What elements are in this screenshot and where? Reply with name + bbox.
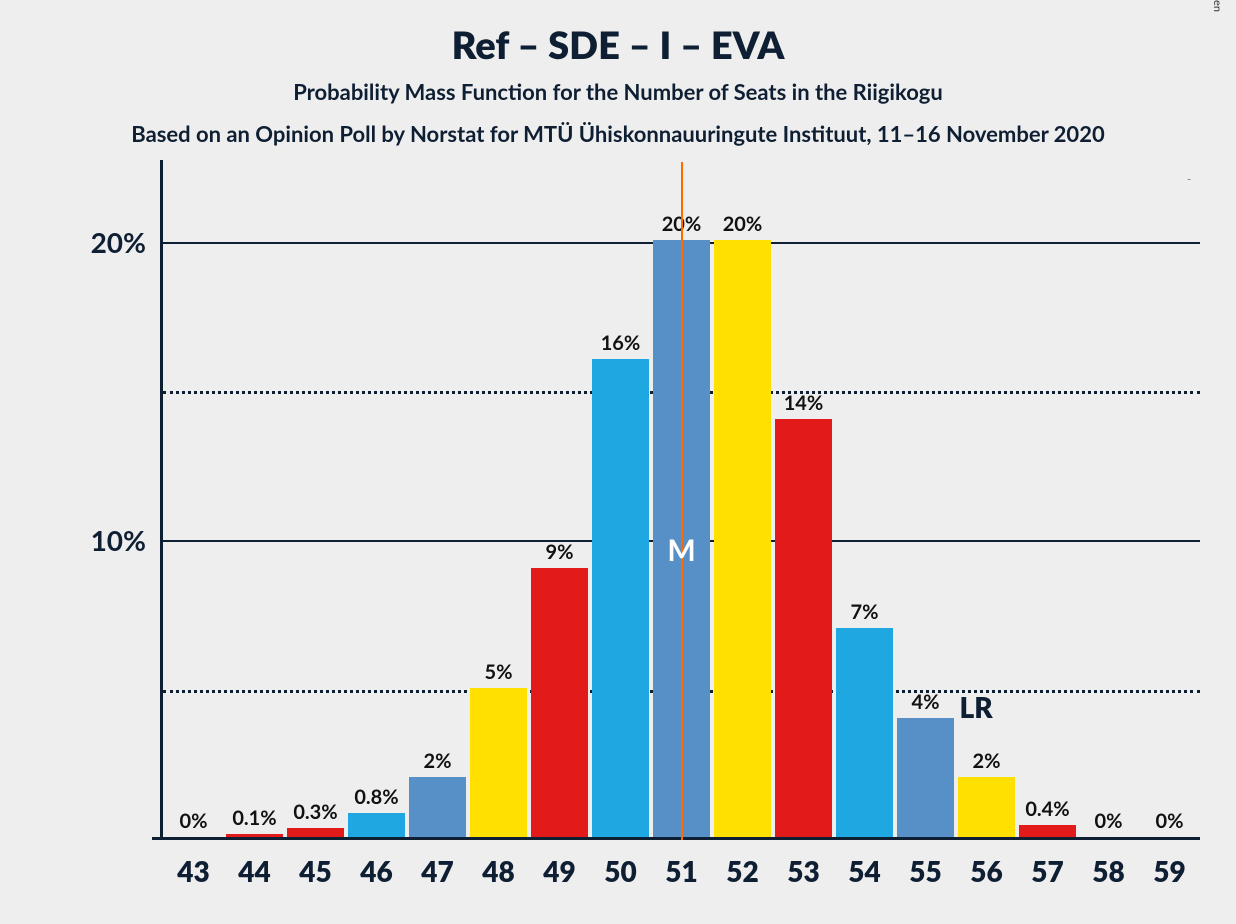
bar — [226, 834, 282, 837]
bar — [287, 828, 343, 837]
bar — [958, 777, 1014, 837]
chart-area: 0%0.1%0.3%0.8%2%5%9%16%20%20%14%7%4%2%0.… — [160, 180, 1200, 840]
chart-title: Ref – SDE – I – EVA — [0, 22, 1236, 68]
plot-area: 0%0.1%0.3%0.8%2%5%9%16%20%20%14%7%4%2%0.… — [160, 180, 1200, 840]
bar-value-label: 9% — [521, 540, 597, 564]
bar — [592, 359, 648, 837]
bar-value-label: 20% — [704, 212, 780, 236]
bar-value-label: 2% — [399, 749, 475, 773]
y-axis — [160, 160, 163, 840]
bar — [470, 688, 526, 837]
last-result-label: LR — [960, 690, 993, 724]
bar-value-label: 14% — [765, 391, 841, 415]
median-label: M — [652, 532, 712, 568]
bar-value-label: 2% — [948, 749, 1024, 773]
median-line — [681, 162, 683, 840]
x-tick-label: 59 — [1131, 854, 1207, 888]
bar-value-label: 0% — [1131, 809, 1207, 833]
chart-container: © 2020 Filip van Laenen Ref – SDE – I – … — [0, 0, 1236, 924]
y-tick-label: 20% — [46, 225, 146, 259]
bar — [1019, 825, 1075, 837]
bar — [531, 568, 587, 837]
x-axis — [152, 837, 1200, 840]
bar — [775, 419, 831, 837]
bar — [836, 628, 892, 837]
bar — [714, 240, 770, 837]
y-tick-label: 10% — [46, 523, 146, 557]
bar-value-label: 7% — [826, 600, 902, 624]
bar — [409, 777, 465, 837]
bar-value-label: 4% — [887, 690, 963, 714]
chart-source: Based on an Opinion Poll by Norstat for … — [0, 120, 1236, 147]
bar — [897, 718, 953, 837]
copyright-text: © 2020 Filip van Laenen — [1211, 0, 1224, 12]
bar-value-label: 16% — [582, 331, 658, 355]
bar — [348, 813, 404, 837]
chart-subtitle: Probability Mass Function for the Number… — [0, 78, 1236, 105]
bar-value-label: 5% — [460, 660, 536, 684]
bar-value-label: 0.8% — [338, 785, 414, 809]
